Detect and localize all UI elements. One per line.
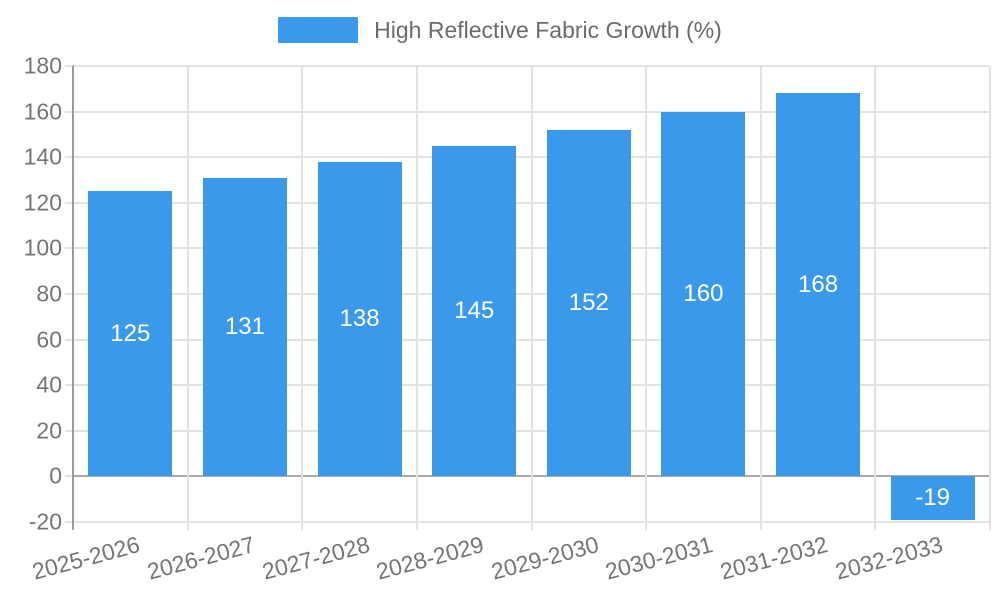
x-axis-tick-label: 2026-2027 xyxy=(144,531,258,585)
bar[interactable] xyxy=(776,93,861,477)
x-axis-tick-label: 2025-2026 xyxy=(29,531,143,585)
x-axis-tick-label: 2028-2029 xyxy=(373,531,487,585)
x-axis-tick-label: 2029-2030 xyxy=(488,531,602,585)
y-axis-tick xyxy=(65,110,73,113)
bar-value-label: 125 xyxy=(110,319,151,347)
bar[interactable] xyxy=(661,111,746,477)
v-gridline xyxy=(301,66,304,530)
bar-value-label: 138 xyxy=(339,305,380,333)
y-axis-tick-label: 100 xyxy=(23,234,62,261)
v-gridline xyxy=(874,66,877,530)
y-axis-tick xyxy=(65,475,73,478)
y-axis-tick-label: 180 xyxy=(23,52,62,79)
y-axis-tick-label: 20 xyxy=(36,417,62,444)
chart-legend: High Reflective Fabric Growth (%) xyxy=(0,14,1000,46)
y-axis-tick xyxy=(65,156,73,159)
v-gridline xyxy=(415,66,418,530)
y-axis-tick xyxy=(65,293,73,295)
bar[interactable] xyxy=(546,129,631,477)
x-axis-tick-label: 2032-2033 xyxy=(832,531,946,585)
bar[interactable] xyxy=(317,161,402,477)
bar[interactable] xyxy=(88,191,173,477)
bar[interactable] xyxy=(890,476,975,520)
y-axis-tick-label: 40 xyxy=(36,371,62,398)
x-axis-tick-label: 2027-2028 xyxy=(259,531,373,585)
bar-value-label: 145 xyxy=(454,297,495,325)
v-gridline xyxy=(645,66,648,530)
y-axis-tick-label: 60 xyxy=(36,326,62,353)
bar-value-label: 168 xyxy=(798,270,839,298)
y-axis-line xyxy=(72,66,74,530)
v-gridline xyxy=(186,66,189,530)
y-axis-tick xyxy=(65,338,73,341)
y-axis-tick xyxy=(65,201,73,204)
x-axis-tick-label: 2030-2031 xyxy=(602,531,716,585)
v-gridline xyxy=(759,66,762,530)
y-axis-tick xyxy=(65,429,73,432)
bar-value-label: 131 xyxy=(224,313,265,341)
y-axis-tick xyxy=(65,247,73,250)
x-axis-tick-label: 2031-2032 xyxy=(717,531,831,585)
y-axis-tick-label: -20 xyxy=(28,508,62,535)
y-axis-tick-label: 120 xyxy=(23,189,62,216)
bar-value-label: 152 xyxy=(568,289,609,317)
y-axis-tick-label: 80 xyxy=(36,280,62,307)
v-gridline xyxy=(530,66,533,530)
y-axis-tick-label: 160 xyxy=(23,98,62,125)
legend-item[interactable]: High Reflective Fabric Growth (%) xyxy=(278,17,722,44)
y-axis-tick xyxy=(65,384,73,387)
bar[interactable] xyxy=(202,177,287,477)
y-axis-tick xyxy=(65,65,73,67)
y-axis-tick xyxy=(65,521,73,523)
bar-value-label: -19 xyxy=(915,484,951,512)
legend-swatch-icon xyxy=(278,17,359,43)
bar[interactable] xyxy=(432,145,517,477)
y-axis-tick-label: 140 xyxy=(23,143,62,170)
bar-value-label: 160 xyxy=(683,280,724,307)
y-axis-tick-label: 0 xyxy=(49,462,62,489)
v-gridline xyxy=(989,66,991,530)
legend-series-label: High Reflective Fabric Growth (%) xyxy=(374,16,722,43)
